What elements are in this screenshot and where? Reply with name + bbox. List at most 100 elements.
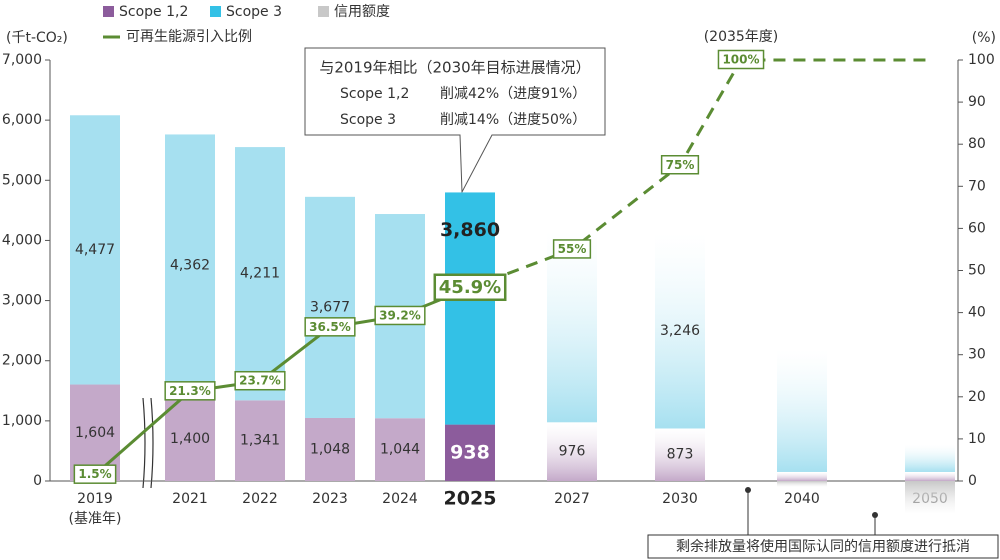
line-label-box	[234, 370, 286, 391]
bar	[777, 349, 827, 472]
bar	[235, 147, 285, 401]
line-label: 21.3%	[169, 384, 211, 398]
callout-text: 削减42%（进度91%）	[440, 86, 586, 102]
y2-tick-label: 10	[968, 431, 986, 447]
y2-tick-label: 80	[968, 136, 986, 152]
y2-tick-label: 100	[968, 52, 995, 68]
data-label: 976	[559, 444, 586, 460]
x-tick-label: 2040	[784, 491, 820, 507]
x-tick-label: 2027	[554, 491, 590, 507]
bar	[445, 192, 495, 425]
y2-axis-title: (%)	[972, 30, 996, 46]
y-tick-label: 4,000	[2, 232, 42, 248]
y2-tick-label: 60	[968, 220, 986, 236]
legend-label: 可再生能源引入比例	[126, 29, 252, 45]
legend-label: 信用额度	[334, 4, 390, 20]
legend-swatch	[103, 6, 114, 17]
callout-text: Scope 1,2	[340, 86, 409, 102]
x-tick-label: 2023	[312, 491, 348, 507]
y2-tick-label: 20	[968, 389, 986, 405]
note-text: 剩余排放量将使用国际认同的信用额度进行抵消	[676, 538, 970, 555]
x-tick-label: 2024	[382, 491, 418, 507]
line-label: 75%	[666, 158, 695, 172]
line-label-box	[164, 381, 216, 401]
data-label: 1,048	[310, 441, 350, 457]
bar	[905, 471, 955, 481]
bar	[905, 481, 955, 515]
x-tick-label: 2030	[662, 491, 698, 507]
legend-label: Scope 3	[226, 4, 282, 20]
data-label: 4,477	[75, 242, 115, 258]
legend-label: Scope 1,2	[119, 4, 188, 20]
data-label: 1,604	[75, 425, 115, 441]
bar	[905, 444, 955, 472]
line-label: 100%	[722, 53, 759, 67]
bar	[445, 424, 495, 481]
line-label-box	[304, 317, 356, 337]
y-tick-label: 0	[33, 473, 42, 489]
y-axis-title: (千t-CO₂)	[6, 30, 68, 46]
callout-title: 与2019年相比（2030年目标进展情况）	[319, 59, 590, 77]
axis-break	[142, 397, 154, 489]
bar	[165, 134, 215, 397]
line-label-box	[73, 464, 117, 484]
x-tick-label: 2022	[242, 491, 278, 507]
bar	[235, 400, 285, 481]
y2-tick-label: 70	[968, 178, 986, 194]
y-tick-label: 6,000	[2, 112, 42, 128]
y-tick-label: 3,000	[2, 293, 42, 309]
line-label-box	[660, 155, 700, 175]
data-label: 4,362	[170, 258, 210, 274]
credit-note: 剩余排放量将使用国际认同的信用额度进行抵消	[647, 487, 999, 559]
y2-tick-label: 40	[968, 305, 986, 321]
legend-swatch	[318, 6, 329, 17]
line-label: 36.5%	[309, 320, 351, 334]
y2-tick-label: 30	[968, 347, 986, 363]
line-label: 1.5%	[78, 467, 111, 481]
bar	[305, 196, 355, 418]
line-label-box	[552, 239, 592, 259]
data-label: 1,044	[380, 442, 420, 458]
y2-tick-label: 50	[968, 263, 986, 279]
bar	[165, 396, 215, 481]
y-tick-label: 2,000	[2, 353, 42, 369]
data-label: 873	[667, 447, 694, 463]
bar	[777, 471, 827, 481]
bar	[70, 115, 120, 385]
bar	[375, 418, 425, 481]
bar	[655, 428, 705, 481]
bar	[547, 422, 597, 481]
line-label-box	[433, 273, 507, 302]
y2-tick-label: 90	[968, 94, 986, 110]
y-tick-label: 7,000	[2, 52, 42, 68]
bar	[655, 233, 705, 429]
line-label: 45.9%	[439, 277, 501, 298]
data-label: 3,677	[310, 299, 350, 315]
bar	[777, 481, 827, 488]
data-label: 938	[450, 441, 490, 463]
bar	[305, 417, 355, 481]
data-label: 4,211	[240, 266, 280, 282]
data-label: 3,246	[660, 323, 700, 339]
y-tick-label: 5,000	[2, 172, 42, 188]
data-label: 1,341	[240, 433, 280, 449]
x-tick-label: 2021	[172, 491, 208, 507]
y2-tick-label: 0	[968, 473, 977, 489]
line-label-box	[374, 305, 426, 326]
line-label: 39.2%	[379, 308, 421, 322]
x-tick-label: 2025	[444, 488, 497, 510]
callout-text: Scope 3	[340, 112, 396, 128]
line-label: 55%	[558, 242, 587, 256]
bar	[547, 231, 597, 423]
line-label: 23.7%	[239, 374, 281, 388]
annotation: (2035年度)	[704, 29, 779, 45]
x-tick-label: 2019	[77, 491, 113, 507]
data-label: 3,860	[440, 219, 500, 241]
callout: 与2019年相比（2030年目标进展情况） Scope 1,2 削减42%（进度…	[304, 47, 606, 194]
line-label-box	[717, 49, 765, 70]
data-label: 1,400	[170, 431, 210, 447]
callout-text: 削减14%（进度50%）	[440, 112, 586, 128]
base-year-note: (基准年)	[69, 510, 122, 527]
legend-swatch	[210, 6, 221, 17]
